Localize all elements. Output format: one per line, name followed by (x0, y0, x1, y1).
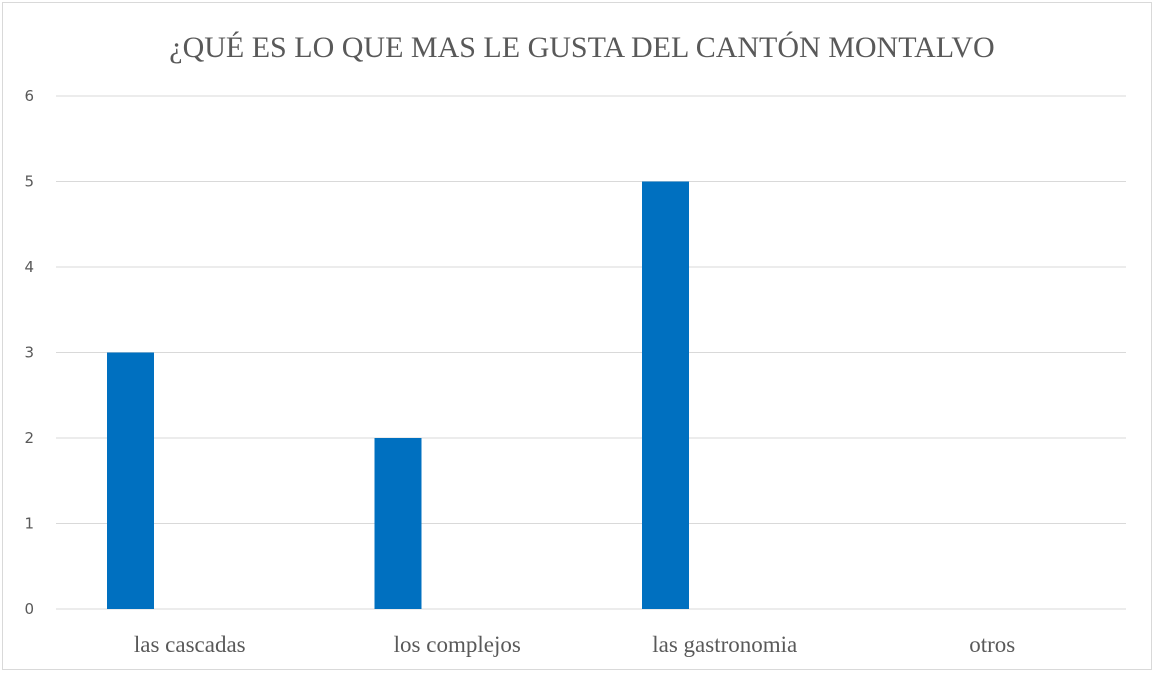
bars (107, 181, 689, 609)
x-tick-label: los complejos (394, 632, 521, 657)
y-tick-label: 5 (24, 173, 34, 191)
bar-las-gastronomia (642, 181, 689, 609)
y-tick-label: 0 (24, 600, 34, 618)
bar-las-cascadas (107, 352, 154, 609)
y-tick-label: 6 (24, 87, 34, 105)
x-tick-label: las cascadas (134, 632, 246, 657)
y-tick-label: 3 (24, 344, 34, 362)
y-axis-ticks: 0 1 2 3 4 5 6 (24, 87, 34, 618)
x-axis-ticks: las cascadas los complejos las gastronomia… (134, 632, 1015, 657)
y-tick-label: 1 (24, 515, 34, 533)
chart-title: ¿QUÉ ES LO QUE MAS LE GUSTA DEL CANTÓN M… (169, 31, 994, 64)
y-tick-label: 2 (24, 429, 34, 447)
x-tick-label: las gastronomia (652, 632, 797, 657)
y-tick-label: 4 (24, 258, 34, 276)
x-tick-label: otros (969, 632, 1015, 657)
gridlines (56, 95, 1126, 610)
bar-los-complejos (374, 438, 422, 609)
